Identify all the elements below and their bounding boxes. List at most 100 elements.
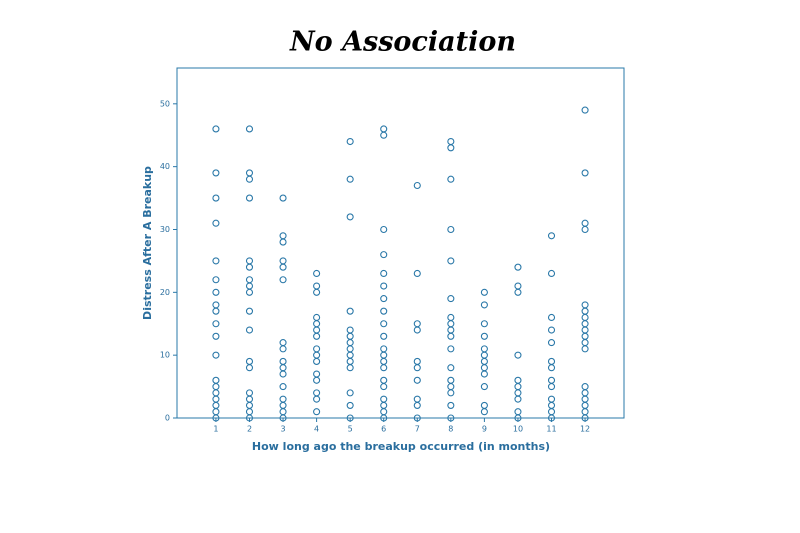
- point: [279, 263, 287, 271]
- point: [581, 414, 589, 422]
- point: [480, 357, 488, 365]
- point: [380, 295, 388, 303]
- point: [212, 414, 220, 422]
- point: [279, 401, 287, 409]
- point: [212, 389, 220, 397]
- point: [380, 269, 388, 278]
- point: [514, 408, 522, 416]
- point: [547, 357, 556, 365]
- point: [279, 339, 287, 347]
- point: [313, 313, 321, 322]
- point: [380, 357, 388, 365]
- point: [380, 395, 388, 403]
- x-tick-label: 2: [247, 425, 252, 434]
- point: [245, 364, 254, 372]
- x-tick-label: 6: [381, 425, 386, 434]
- point: [547, 401, 556, 409]
- point: [346, 357, 354, 365]
- point: [245, 401, 254, 409]
- point: [514, 288, 522, 296]
- point: [380, 251, 388, 259]
- x-tick-label: 3: [280, 425, 285, 434]
- point: [514, 376, 522, 384]
- point: [245, 276, 254, 284]
- point: [346, 137, 354, 146]
- point: [245, 414, 254, 422]
- point: [346, 339, 354, 347]
- point: [514, 414, 522, 422]
- point: [279, 383, 287, 391]
- point: [380, 307, 388, 315]
- chart-title: No Association: [289, 27, 516, 58]
- point: [279, 194, 287, 202]
- point: [447, 326, 455, 334]
- point: [279, 276, 287, 284]
- y-tick-label: 20: [160, 288, 170, 297]
- point: [447, 225, 455, 234]
- point: [245, 194, 254, 202]
- point: [514, 383, 522, 391]
- point: [514, 351, 522, 359]
- point: [346, 345, 354, 353]
- point: [245, 175, 254, 183]
- point: [480, 288, 488, 296]
- point: [279, 357, 287, 365]
- point: [547, 414, 556, 422]
- x-tick-label: 12: [580, 425, 590, 434]
- point: [212, 351, 220, 359]
- y-tick-label: 40: [160, 162, 170, 171]
- point: [380, 351, 388, 359]
- point: [581, 339, 589, 347]
- point: [480, 383, 488, 391]
- point: [380, 125, 388, 133]
- point: [212, 332, 220, 340]
- point: [413, 357, 421, 365]
- point: [447, 313, 455, 322]
- y-tick-label: 0: [165, 414, 170, 423]
- point: [581, 219, 589, 227]
- point: [581, 401, 589, 409]
- point: [245, 307, 254, 315]
- point: [380, 131, 388, 139]
- x-tick-label: 8: [448, 425, 453, 434]
- point: [313, 389, 321, 397]
- point: [514, 395, 522, 403]
- point: [480, 332, 488, 340]
- point: [313, 326, 321, 334]
- y-axis-label: Distress After A Breakup: [141, 166, 154, 320]
- point: [313, 370, 321, 378]
- point: [212, 125, 220, 133]
- x-tick-label: 7: [415, 425, 420, 434]
- point: [447, 295, 455, 303]
- point: [581, 301, 589, 309]
- point: [413, 320, 421, 328]
- point: [313, 395, 321, 403]
- point: [447, 320, 455, 328]
- point: [346, 351, 354, 359]
- point: [346, 364, 354, 372]
- point: [313, 320, 321, 328]
- point: [547, 339, 556, 347]
- point: [581, 326, 589, 334]
- point: [447, 376, 455, 384]
- point: [447, 137, 455, 146]
- point: [480, 364, 488, 372]
- point: [447, 257, 455, 265]
- point: [547, 376, 556, 384]
- point: [380, 332, 388, 340]
- point: [447, 364, 455, 372]
- point: [212, 383, 220, 391]
- point: [245, 282, 254, 290]
- point: [547, 326, 556, 334]
- point: [547, 395, 556, 403]
- point: [413, 269, 421, 278]
- point: [547, 364, 556, 372]
- point: [346, 326, 354, 334]
- point: [279, 364, 287, 372]
- point: [413, 414, 421, 422]
- plot-frame: [176, 67, 625, 419]
- point: [279, 232, 287, 240]
- point: [581, 395, 589, 403]
- point: [346, 213, 354, 221]
- point: [212, 194, 220, 202]
